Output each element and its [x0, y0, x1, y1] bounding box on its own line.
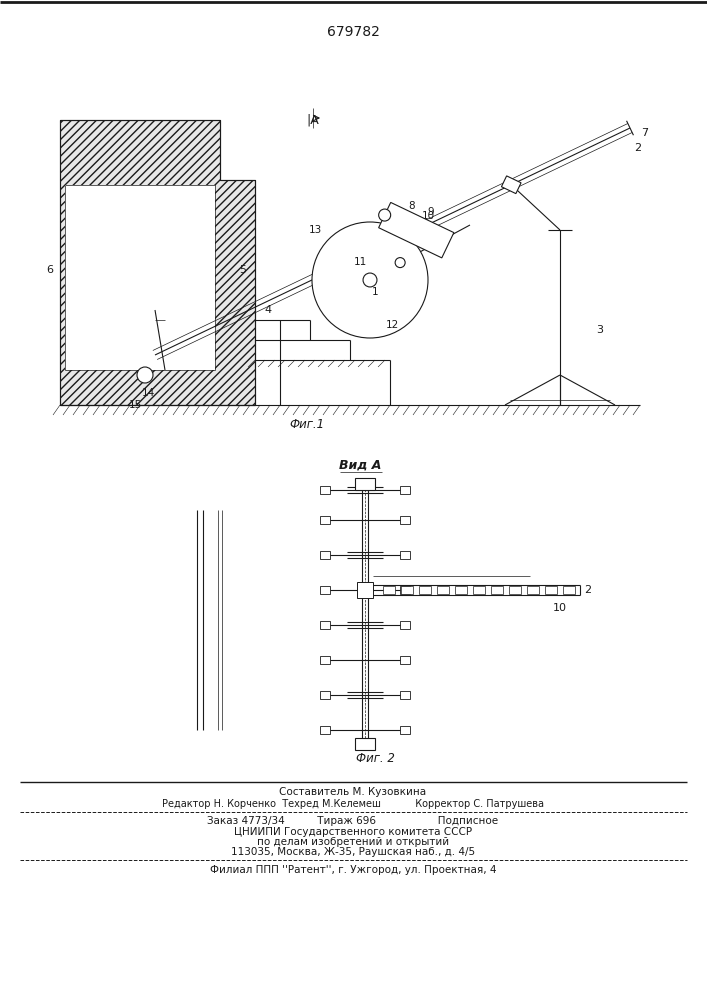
Bar	[355, 478, 375, 490]
Bar	[563, 586, 575, 594]
Bar	[320, 516, 330, 524]
Circle shape	[395, 258, 405, 268]
Bar	[509, 586, 521, 594]
Bar	[320, 586, 330, 594]
Text: Филиал ППП ''Pатент'', г. Ужгород, ул. Проектная, 4: Филиал ППП ''Pатент'', г. Ужгород, ул. П…	[210, 865, 496, 875]
Text: 8: 8	[408, 201, 414, 211]
Circle shape	[137, 367, 153, 383]
Bar	[400, 656, 410, 664]
Bar	[320, 691, 330, 699]
Text: 10: 10	[553, 603, 567, 613]
Text: 2: 2	[585, 585, 592, 595]
Bar	[357, 582, 373, 598]
Text: 6: 6	[47, 265, 54, 275]
Text: 5: 5	[240, 265, 247, 275]
Bar	[355, 738, 375, 750]
Bar	[320, 486, 330, 494]
Bar	[419, 586, 431, 594]
Bar	[320, 621, 330, 629]
Text: Вид А: Вид А	[339, 458, 381, 472]
Bar	[320, 656, 330, 664]
Text: Фиг. 2: Фиг. 2	[356, 752, 395, 764]
Text: 12: 12	[385, 320, 399, 330]
Text: Фиг.1: Фиг.1	[289, 418, 325, 432]
Bar	[400, 486, 410, 494]
Bar	[455, 586, 467, 594]
Bar	[400, 586, 410, 594]
Bar	[320, 726, 330, 734]
Circle shape	[363, 273, 377, 287]
Text: |А: |А	[307, 113, 320, 126]
Bar	[473, 586, 485, 594]
Text: 2: 2	[634, 143, 641, 153]
Text: 7: 7	[641, 128, 648, 138]
Text: 14: 14	[141, 388, 155, 398]
Polygon shape	[501, 176, 521, 194]
Text: 113035, Москва, Ж-35, Раушская наб., д. 4/5: 113035, Москва, Ж-35, Раушская наб., д. …	[231, 847, 475, 857]
Text: 3: 3	[597, 325, 604, 335]
Text: 15: 15	[129, 400, 141, 410]
Text: 679782: 679782	[327, 25, 380, 39]
Bar	[491, 586, 503, 594]
Circle shape	[312, 222, 428, 338]
Bar	[545, 586, 557, 594]
Text: 11: 11	[354, 257, 367, 267]
Bar	[400, 551, 410, 559]
Text: Заказ 4773/34          Тираж 696                   Подписное: Заказ 4773/34 Тираж 696 Подписное	[207, 816, 498, 826]
Bar	[383, 586, 395, 594]
Text: 1: 1	[372, 287, 378, 297]
Bar	[400, 726, 410, 734]
Bar	[400, 691, 410, 699]
Polygon shape	[60, 120, 255, 405]
Text: ЦНИИПИ Государственного комитета СССР: ЦНИИПИ Государственного комитета СССР	[234, 827, 472, 837]
Text: Составитель М. Кузовкина: Составитель М. Кузовкина	[279, 787, 426, 797]
Text: Редактор Н. Корченко  Техред М.Келемеш           Корректор С. Патрушева: Редактор Н. Корченко Техред М.Келемеш Ко…	[162, 799, 544, 809]
Text: 13: 13	[308, 225, 322, 235]
Bar	[400, 621, 410, 629]
Circle shape	[379, 209, 391, 221]
Bar	[65, 185, 215, 370]
Bar	[320, 551, 330, 559]
Polygon shape	[379, 202, 454, 258]
Text: 9: 9	[427, 207, 433, 217]
Text: 4: 4	[264, 305, 271, 315]
Bar	[401, 586, 413, 594]
Bar	[527, 586, 539, 594]
Bar	[400, 516, 410, 524]
Text: по делам изобретений и открытий: по делам изобретений и открытий	[257, 837, 449, 847]
Bar	[437, 586, 449, 594]
Text: 10: 10	[422, 211, 435, 221]
